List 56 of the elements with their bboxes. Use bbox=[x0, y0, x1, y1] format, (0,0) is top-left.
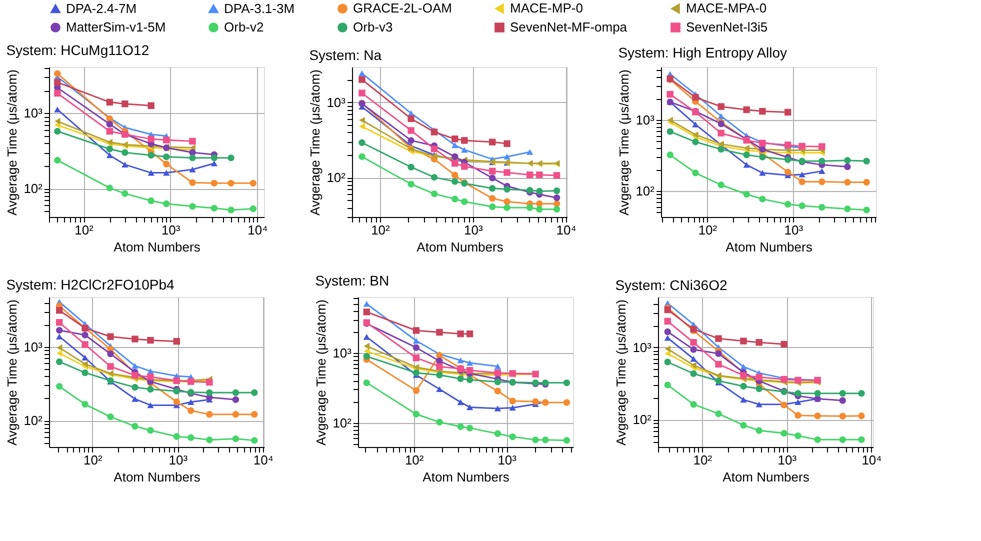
y-tick-label: 10³ bbox=[24, 339, 44, 354]
y-tick-label: 10³ bbox=[24, 106, 44, 121]
legend-label: MACE-MP-0 bbox=[510, 0, 583, 16]
x-tick-label: 10³ bbox=[784, 222, 804, 238]
y-tick-label: 10² bbox=[636, 184, 656, 198]
legend-label: Orb-v3 bbox=[353, 20, 393, 34]
y-axis-title: Avgerage Time (μs/atom) bbox=[308, 70, 323, 216]
y-axis-title: Avgerage Time (μs/atom) bbox=[614, 300, 629, 446]
x-tick-label: 10⁴ bbox=[253, 452, 274, 468]
x-tick-label: 10⁴ bbox=[862, 452, 882, 468]
y-axis-title: Avgerage Time (μs/atom) bbox=[314, 300, 329, 446]
y-axis-title: Avgerage Time (μs/atom) bbox=[4, 70, 20, 216]
legend-label: DPA-2.4-7M bbox=[66, 0, 137, 16]
x-tick-label: 10³ bbox=[161, 222, 181, 238]
y-tick-label: 10³ bbox=[636, 112, 656, 128]
x-tick-label: 10² bbox=[371, 222, 391, 238]
y-tick-label: 10³ bbox=[632, 340, 652, 355]
x-tick-label: 10³ bbox=[464, 222, 484, 238]
x-tick-label: 10² bbox=[83, 452, 103, 468]
x-axis-title: Atom Numbers bbox=[114, 240, 201, 254]
x-axis-title: Atom Numbers bbox=[422, 470, 510, 484]
x-axis-title: Atom Numbers bbox=[114, 470, 201, 484]
chart-title: System: HCuMg11O12 bbox=[6, 42, 150, 58]
x-tick-label: 10⁴ bbox=[556, 222, 576, 238]
legend-label: Orb-v2 bbox=[224, 20, 264, 34]
chart-title: System: CNi36O2 bbox=[615, 277, 728, 293]
legend-label: MACE-MPA-0 bbox=[686, 0, 767, 16]
legend-label: DPA-3.1-3M bbox=[224, 0, 295, 16]
y-tick-label: 10² bbox=[326, 170, 346, 186]
chart-title: System: H2ClCr2FO10Pb4 bbox=[6, 276, 174, 293]
y-tick-label: 10² bbox=[332, 415, 352, 430]
x-tick-label: 10² bbox=[404, 452, 424, 468]
y-axis-title: Avgerage Time (μs/atom) bbox=[616, 70, 632, 216]
chart-title: System: BN bbox=[315, 272, 390, 288]
legend-label: SevenNet-l3i5 bbox=[686, 20, 768, 34]
x-tick-label: 10² bbox=[693, 452, 713, 468]
x-tick-label: 10³ bbox=[168, 452, 188, 468]
x-tick-label: 10² bbox=[74, 222, 94, 238]
x-axis-title: Atom Numbers bbox=[416, 240, 504, 254]
legend-label: MatterSim-v1-5M bbox=[66, 20, 166, 34]
y-tick-label: 10³ bbox=[326, 94, 346, 110]
legend-label: GRACE-2L-OAM bbox=[353, 0, 452, 16]
y-tick-label: 10³ bbox=[332, 345, 352, 360]
y-tick-label: 10² bbox=[24, 181, 44, 196]
chart-title: System: High Entropy Alloy bbox=[618, 44, 788, 60]
x-tick-label: 10³ bbox=[498, 452, 518, 468]
y-tick-label: 10² bbox=[24, 413, 44, 428]
x-tick-label: 10² bbox=[698, 222, 718, 238]
x-axis-title: Atom Numbers bbox=[726, 240, 813, 254]
x-axis-title: Atom Numbers bbox=[722, 470, 810, 484]
x-tick-label: 10³ bbox=[778, 452, 798, 468]
y-axis-title: Avgerage Time (μs/atom) bbox=[4, 300, 20, 446]
y-tick-label: 10² bbox=[632, 412, 652, 428]
chart-title: System: Na bbox=[309, 47, 382, 63]
x-tick-label: 10⁴ bbox=[248, 222, 268, 238]
legend-label: SevenNet-MF-ompa bbox=[510, 20, 628, 34]
